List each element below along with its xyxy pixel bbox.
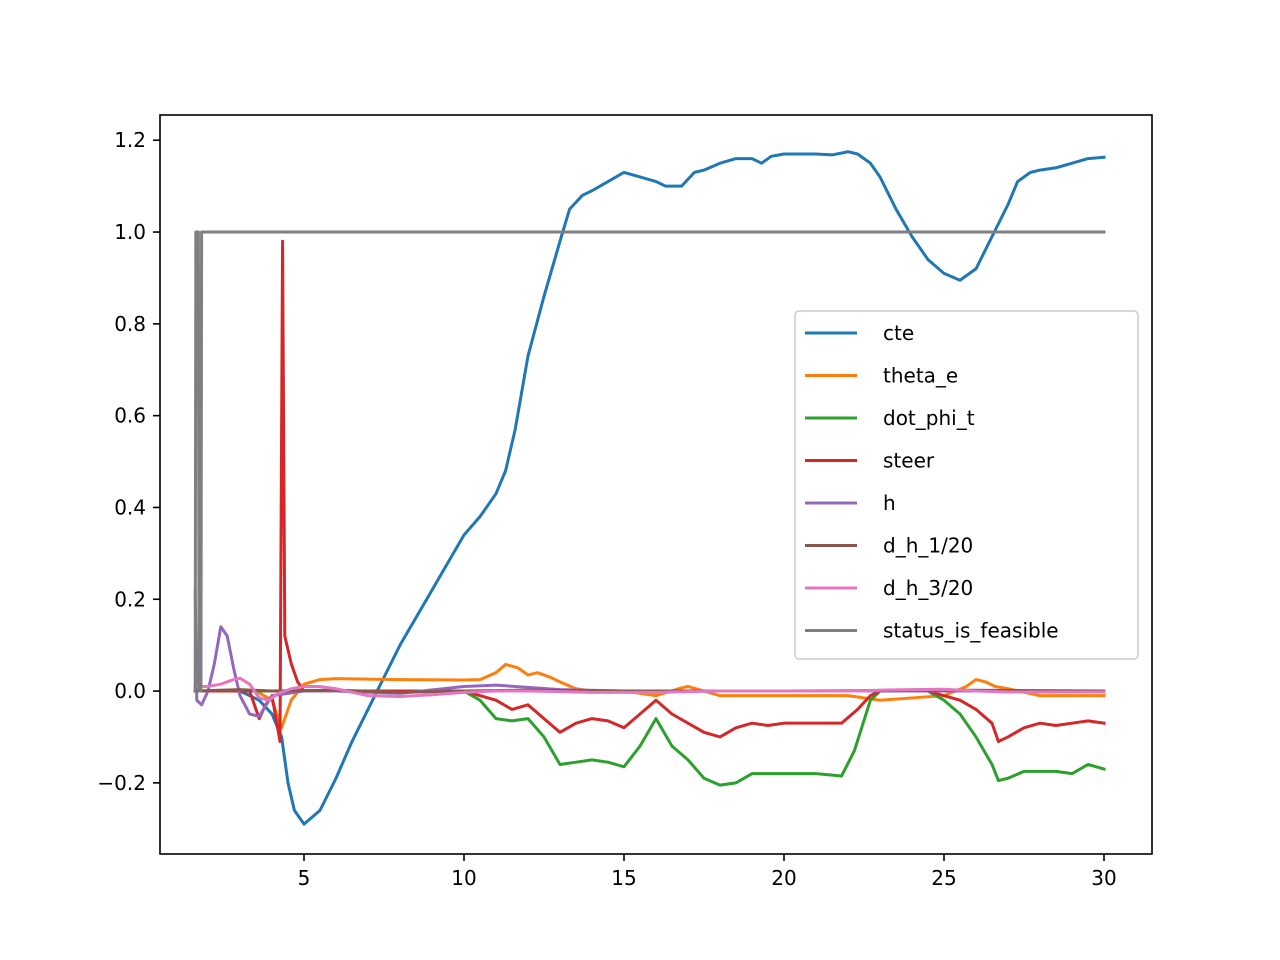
legend-label: cte bbox=[883, 321, 914, 345]
x-tick-label: 10 bbox=[451, 866, 476, 890]
y-tick-label: 0.8 bbox=[114, 312, 146, 336]
legend-label: d_h_1/20 bbox=[883, 534, 973, 558]
y-tick-label: 1.2 bbox=[114, 128, 146, 152]
x-tick-label: 25 bbox=[931, 866, 956, 890]
x-tick-label: 5 bbox=[298, 866, 311, 890]
legend-box bbox=[794, 310, 1139, 660]
y-tick-label: 0.4 bbox=[114, 495, 146, 519]
legend-label: d_h_3/20 bbox=[883, 576, 973, 600]
legend-label: steer bbox=[883, 449, 935, 473]
legend-label: status_is_feasible bbox=[883, 619, 1059, 643]
y-tick-label: 0.2 bbox=[114, 587, 146, 611]
legend-label: theta_e bbox=[883, 364, 958, 388]
series-line-status-is-feasible bbox=[193, 230, 1106, 693]
y-tick-label: 0.0 bbox=[114, 679, 146, 703]
series-lines bbox=[193, 150, 1106, 826]
legend-label: h bbox=[883, 491, 896, 515]
x-tick-label: 30 bbox=[1091, 866, 1116, 890]
x-tick-label: 20 bbox=[771, 866, 796, 890]
y-tick-label: −0.2 bbox=[97, 771, 146, 795]
plot-frame bbox=[159, 114, 1153, 855]
legend-label: dot_phi_t bbox=[883, 406, 975, 430]
y-tick-label: 0.6 bbox=[114, 404, 146, 428]
axes: 5 10 15 20 25 30 −0.2 0.0 0.2 0.4 0.6 0.8 1.0 1.2 bbox=[97, 114, 1153, 890]
x-tick-label: 15 bbox=[611, 866, 636, 890]
y-tick-label: 1.0 bbox=[114, 220, 146, 244]
series-line-d-h-3-20 bbox=[193, 676, 1106, 702]
series-line-steer bbox=[193, 239, 1106, 744]
series-line-cte bbox=[193, 150, 1106, 826]
series-line-dot-phi-t bbox=[193, 689, 1106, 787]
